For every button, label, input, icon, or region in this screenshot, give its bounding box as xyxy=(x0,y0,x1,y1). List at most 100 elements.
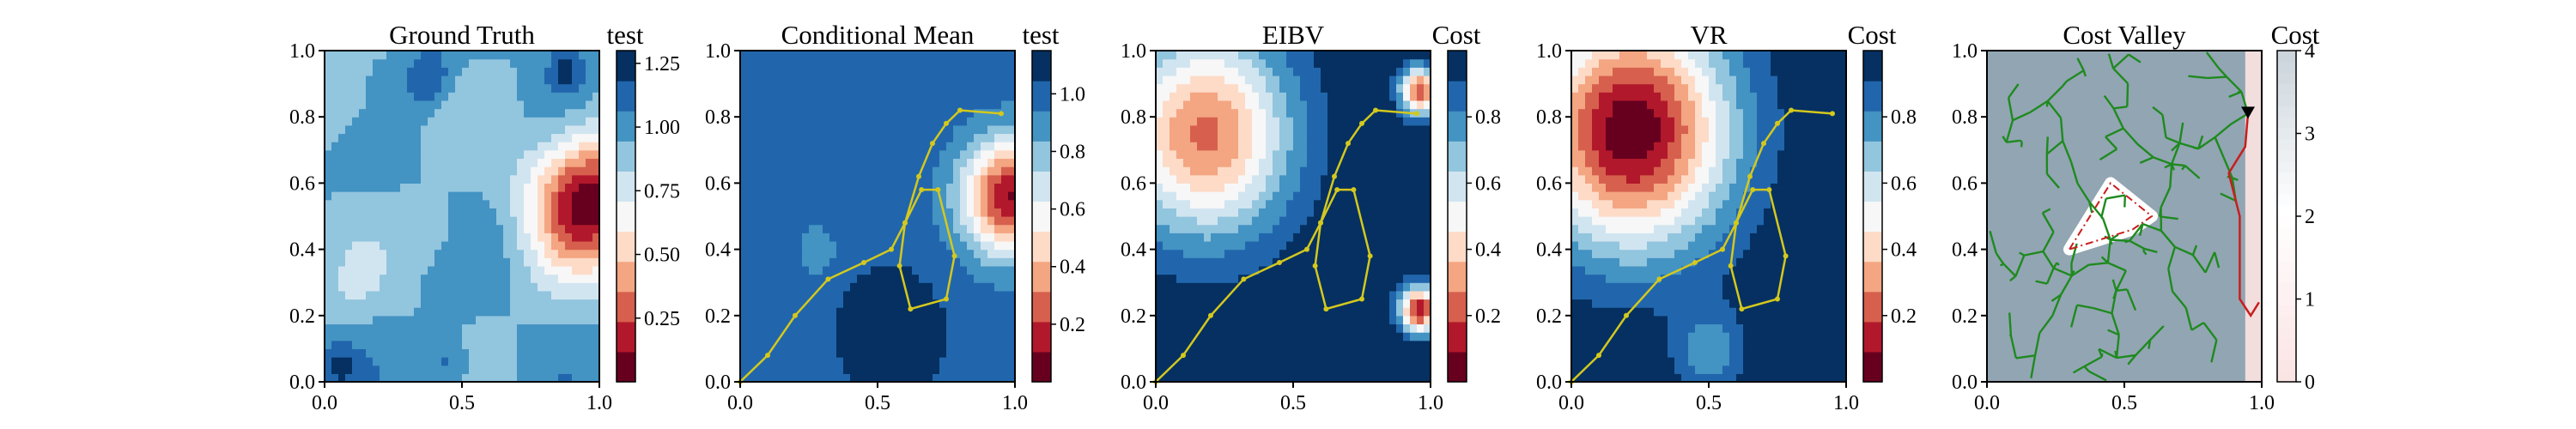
heatmap-cell xyxy=(586,240,593,251)
heatmap-cell xyxy=(517,357,525,366)
heatmap-cell xyxy=(489,158,497,167)
heatmap-cell xyxy=(1300,174,1308,184)
heatmap-cell xyxy=(788,233,796,242)
heatmap-cell xyxy=(994,265,1002,275)
heatmap-cell xyxy=(558,365,566,374)
heatmap-cell xyxy=(565,233,573,242)
heatmap-cell xyxy=(421,92,428,101)
y-tick-label: 1.0 xyxy=(705,40,731,63)
heatmap-cell xyxy=(843,249,851,258)
heatmap-cell xyxy=(1382,249,1390,258)
heatmap-cell xyxy=(455,265,463,275)
heatmap-cell xyxy=(1273,332,1280,341)
heatmap-cell xyxy=(1314,124,1321,135)
heatmap-cell xyxy=(967,166,975,176)
heatmap-cell xyxy=(510,142,518,151)
heatmap-cell xyxy=(1396,58,1404,68)
heatmap-cell xyxy=(325,124,332,135)
heatmap-cell xyxy=(788,183,796,192)
heatmap-cell xyxy=(1369,75,1376,85)
path-point xyxy=(916,173,921,179)
heatmap-cell xyxy=(414,216,422,226)
heatmap-cell xyxy=(434,75,442,85)
heatmap-cell xyxy=(850,290,858,300)
heatmap-cell xyxy=(740,240,748,251)
heatmap-cell xyxy=(754,357,762,366)
heatmap-cell xyxy=(469,216,477,226)
heatmap-cell xyxy=(747,365,755,374)
heatmap-cell xyxy=(1293,365,1301,374)
heatmap-cell xyxy=(551,174,559,184)
heatmap-cell xyxy=(905,166,913,176)
heatmap-cell xyxy=(843,348,851,358)
heatmap-cell xyxy=(809,373,817,383)
heatmap-cell xyxy=(1176,224,1184,233)
heatmap-cell xyxy=(802,158,810,167)
heatmap-cell xyxy=(1231,290,1239,300)
heatmap-cell xyxy=(1293,108,1301,118)
heatmap-cell xyxy=(775,257,782,267)
heatmap-cell xyxy=(1279,133,1287,142)
heatmap-cell xyxy=(441,307,449,317)
heatmap-cell xyxy=(1334,58,1342,68)
heatmap-cell xyxy=(891,117,899,126)
heatmap-cell xyxy=(836,315,844,325)
heatmap-cell xyxy=(428,92,435,101)
heatmap-cell xyxy=(898,92,906,101)
heatmap-cell xyxy=(469,75,477,85)
heatmap-cell xyxy=(836,233,844,242)
heatmap-cell xyxy=(1273,174,1280,184)
heatmap-cell xyxy=(864,158,872,167)
heatmap-cell xyxy=(795,224,803,233)
heatmap-cell xyxy=(1197,299,1205,308)
heatmap-cell xyxy=(1321,265,1328,275)
heatmap-cell xyxy=(836,340,844,349)
heatmap-cell xyxy=(428,365,435,374)
heatmap-cell xyxy=(592,348,600,358)
heatmap-cell xyxy=(1008,191,1016,201)
heatmap-cell xyxy=(572,158,580,167)
heatmap-cell xyxy=(912,51,920,60)
heatmap-cell xyxy=(510,124,518,135)
heatmap-cell xyxy=(1410,117,1418,126)
heatmap-cell xyxy=(1424,299,1431,308)
heatmap-cell xyxy=(1163,191,1170,201)
heatmap-cell xyxy=(768,191,775,201)
heatmap-cell xyxy=(857,315,865,325)
heatmap-cell xyxy=(380,166,387,176)
heatmap-cell xyxy=(946,373,954,383)
heatmap-cell xyxy=(1327,149,1335,160)
heatmap-cell xyxy=(469,340,477,349)
heatmap-cell xyxy=(421,323,428,333)
heatmap-cell xyxy=(919,51,927,60)
heatmap-cell xyxy=(469,199,477,208)
heatmap-cell xyxy=(592,274,600,283)
heatmap-cell xyxy=(953,183,961,192)
heatmap-cell xyxy=(1163,290,1170,300)
heatmap-cell xyxy=(558,158,566,167)
heatmap-cell xyxy=(496,124,504,135)
heatmap-cell xyxy=(1231,332,1239,341)
heatmap-cell xyxy=(565,224,573,233)
heatmap-cell xyxy=(1300,299,1308,308)
heatmap-cell xyxy=(496,108,504,118)
heatmap-cell xyxy=(1355,340,1363,349)
heatmap-cell xyxy=(1355,348,1363,358)
heatmap-cell xyxy=(496,199,504,208)
heatmap-cell xyxy=(455,117,463,126)
heatmap-cell xyxy=(981,183,988,192)
heatmap-cell xyxy=(871,348,878,358)
heatmap-cell xyxy=(386,142,394,151)
heatmap-cell xyxy=(586,191,593,201)
heatmap-cell xyxy=(428,67,435,76)
heatmap-cell xyxy=(974,117,981,126)
heatmap-cell xyxy=(1218,92,1225,101)
heatmap-cell xyxy=(878,274,885,283)
heatmap-cell xyxy=(843,332,851,341)
heatmap-cell xyxy=(1218,166,1225,176)
heatmap-cell xyxy=(462,51,470,60)
colorbar-segment xyxy=(1448,261,1467,293)
heatmap-cell xyxy=(1218,100,1225,110)
heatmap-cell xyxy=(538,133,545,142)
heatmap-cell xyxy=(1163,216,1170,226)
